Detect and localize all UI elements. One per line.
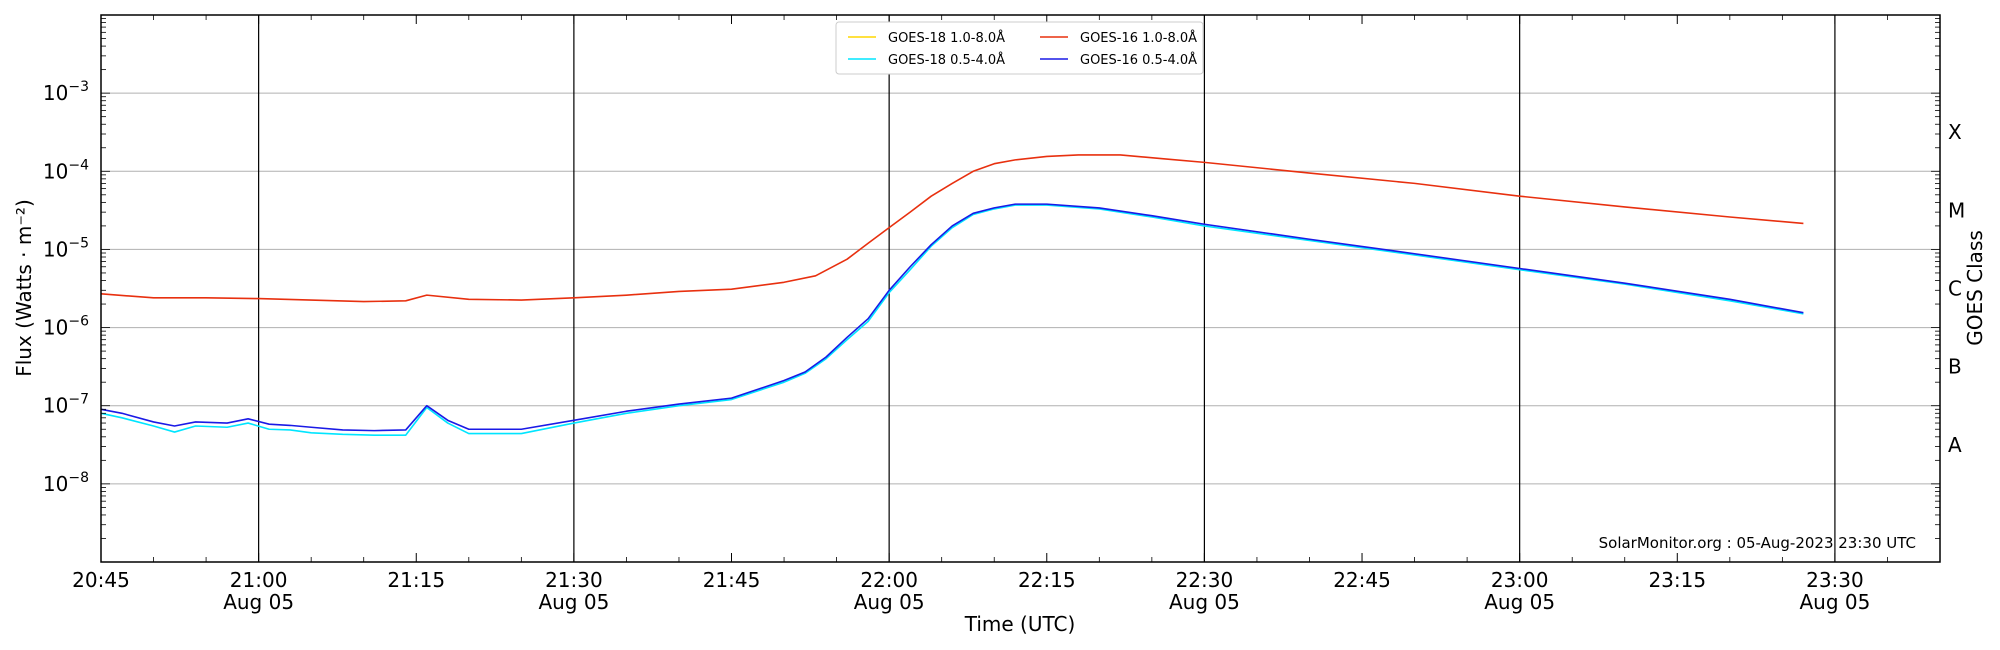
x-tick-date-label: Aug 05 [223, 590, 294, 614]
credit-text: SolarMonitor.org : 05-Aug-2023 23:30 UTC [1599, 534, 1916, 552]
x-tick-label: 23:00 [1491, 568, 1549, 592]
y-tick-label: 10−5 [43, 235, 89, 261]
x-tick-label: 22:30 [1176, 568, 1234, 592]
series-line [100, 154, 1804, 303]
tick-layer [100, 15, 1941, 563]
x-tick-date-label: Aug 05 [1799, 590, 1870, 614]
grid-layer [101, 92, 1940, 485]
x-axis-label: Time (UTC) [964, 612, 1076, 636]
goes-class-label: X [1948, 120, 1962, 144]
legend-label: GOES-16 0.5-4.0Å [1080, 52, 1197, 68]
y-tick-label: 10−4 [43, 157, 89, 183]
y-tick-label: 10−7 [43, 392, 89, 418]
series-layer [100, 154, 1804, 436]
goes-class-label: C [1948, 277, 1962, 301]
y-tick-label: 10−8 [43, 470, 89, 496]
legend-label: GOES-18 1.0-8.0Å [888, 30, 1005, 46]
goes-class-label: B [1948, 355, 1962, 379]
x-tick-label: 23:30 [1806, 568, 1864, 592]
series-line [100, 203, 1804, 432]
x-tick-label: 20:45 [72, 568, 130, 592]
x-tick-date-label: Aug 05 [854, 590, 925, 614]
x-tick-date-label: Aug 05 [1169, 590, 1240, 614]
plot-frame [100, 14, 1941, 563]
x-tick-label: 21:15 [387, 568, 445, 592]
legend-label: GOES-16 1.0-8.0Å [1080, 30, 1197, 46]
x-tick-date-label: Aug 05 [1484, 590, 1555, 614]
y-tick-label: 10−6 [43, 314, 89, 340]
x-tick-date-label: Aug 05 [538, 590, 609, 614]
x-tick-label: 21:30 [545, 568, 603, 592]
legend: GOES-18 1.0-8.0Å GOES-18 0.5-4.0Å GOES-16 … [835, 21, 1204, 75]
goes-class-label: M [1948, 198, 1965, 222]
legend-box [835, 21, 1204, 75]
series-line [100, 204, 1804, 436]
y-axis-label: Flux (Watts · m⁻²) [12, 199, 36, 377]
y2-axis-label: GOES Class [1963, 230, 1987, 346]
legend-label: GOES-18 0.5-4.0Å [888, 52, 1005, 68]
x-tick-label: 21:45 [703, 568, 761, 592]
x-tick-label: 23:15 [1648, 568, 1706, 592]
y-tick-labels: 10−8 10−7 10−6 10−5 10−4 10−3 [43, 79, 89, 496]
y-tick-label: 10−3 [43, 79, 89, 105]
x-tick-label: 22:15 [1018, 568, 1076, 592]
x-tick-label: 22:45 [1333, 568, 1391, 592]
goes-class-labels: A B C M X [1948, 120, 1965, 457]
x-tick-label: 22:00 [860, 568, 918, 592]
vertical-lines [258, 15, 1836, 562]
x-tick-label: 21:00 [230, 568, 288, 592]
goes-class-label: A [1948, 433, 1962, 457]
